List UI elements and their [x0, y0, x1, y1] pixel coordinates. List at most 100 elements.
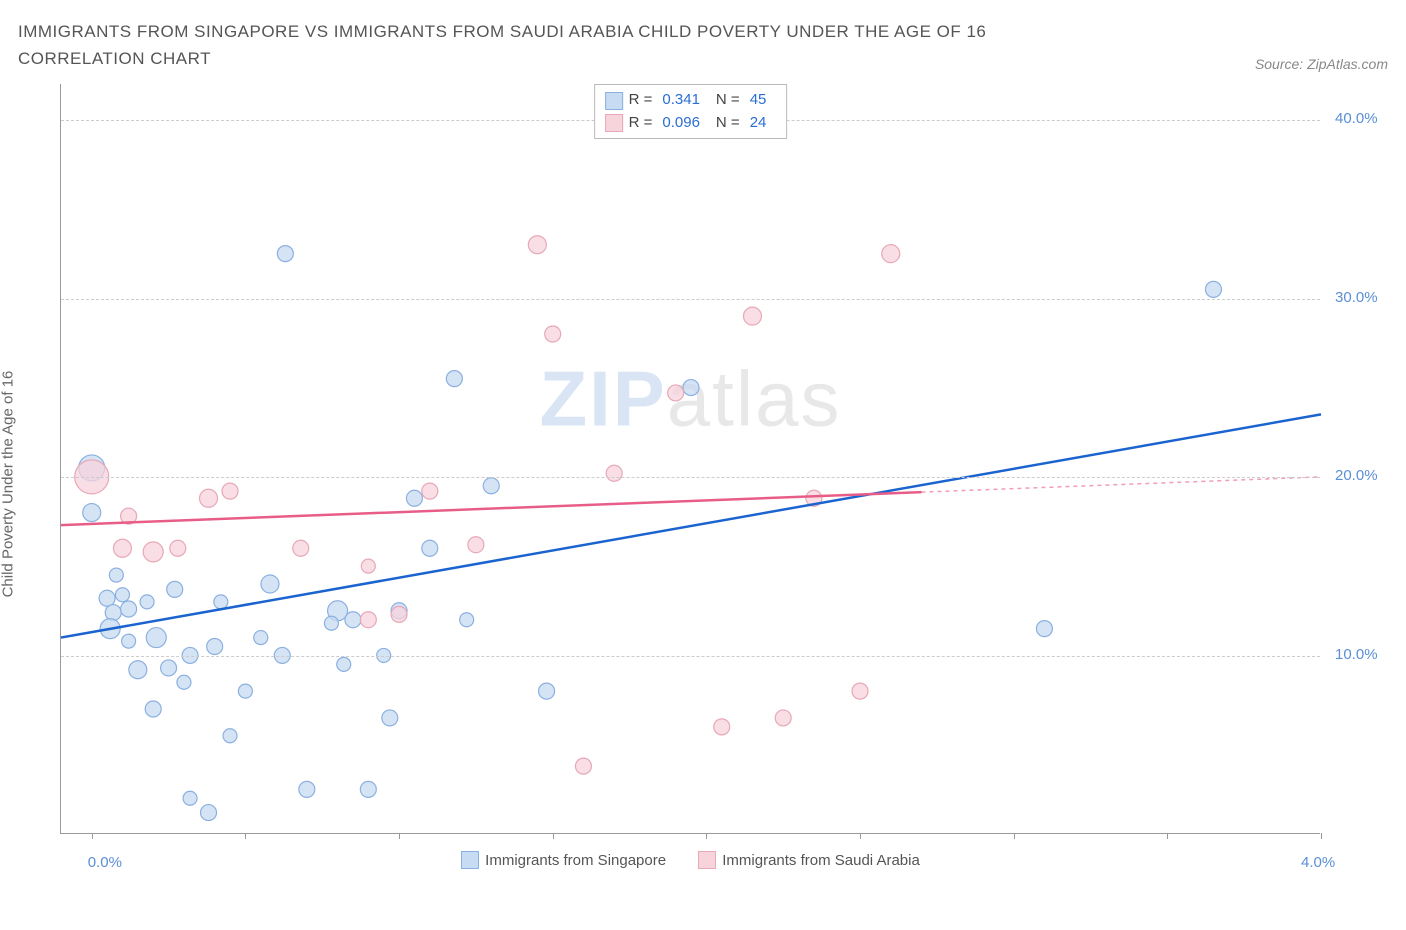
data-point [1036, 621, 1052, 637]
legend-row-saudi: R = 0.096 N = 24 [605, 112, 777, 135]
data-point [143, 542, 163, 562]
data-point [277, 246, 293, 262]
swatch-icon [698, 851, 716, 869]
swatch-icon [605, 92, 623, 110]
data-point [683, 380, 699, 396]
y-tick-label: 20.0% [1335, 467, 1378, 484]
data-point [324, 617, 338, 631]
data-point [115, 588, 129, 602]
legend-n-label: N = [716, 112, 740, 135]
data-point [360, 612, 376, 628]
data-point [775, 710, 791, 726]
data-point [852, 684, 868, 700]
data-point [261, 575, 279, 593]
legend-row-singapore: R = 0.341 N = 45 [605, 89, 777, 112]
data-point [293, 541, 309, 557]
x-tick [860, 833, 861, 839]
data-point [214, 595, 228, 609]
x-tick [553, 833, 554, 839]
data-point [161, 660, 177, 676]
data-point [222, 484, 238, 500]
gridline [61, 656, 1320, 657]
gridline [61, 477, 1320, 478]
data-point [714, 719, 730, 735]
data-point [145, 701, 161, 717]
data-point [360, 782, 376, 798]
swatch-icon [461, 851, 479, 869]
legend-series: Immigrants from Singapore Immigrants fro… [61, 851, 1320, 873]
data-point [337, 658, 351, 672]
data-point [882, 245, 900, 263]
trend-line-dashed [921, 477, 1321, 492]
plot-area: R = 0.341 N = 45 R = 0.096 N = 24 ZIPatl… [60, 84, 1320, 834]
series-name: Immigrants from Saudi Arabia [722, 852, 920, 869]
data-point [122, 635, 136, 649]
data-point [483, 478, 499, 494]
data-point [743, 308, 761, 326]
data-point [539, 684, 555, 700]
y-axis-label: Child Poverty Under the Age of 16 [0, 371, 17, 598]
series-name: Immigrants from Singapore [485, 852, 666, 869]
gridline [61, 299, 1320, 300]
data-point [361, 560, 375, 574]
data-point [109, 568, 123, 582]
data-point [207, 639, 223, 655]
data-point [140, 595, 154, 609]
x-tick [1321, 833, 1322, 839]
data-point [167, 582, 183, 598]
data-point [606, 466, 622, 482]
legend-r-value: 0.096 [662, 112, 700, 135]
data-point [668, 385, 684, 401]
data-point [170, 541, 186, 557]
data-point [223, 729, 237, 743]
data-point [113, 540, 131, 558]
legend-item-saudi: Immigrants from Saudi Arabia [698, 851, 920, 869]
legend-n-value: 24 [750, 112, 767, 135]
x-tick [399, 833, 400, 839]
data-point [1205, 282, 1221, 298]
data-point [422, 541, 438, 557]
data-point [177, 676, 191, 690]
data-point [345, 612, 361, 628]
legend-n-label: N = [716, 89, 740, 112]
data-point [528, 236, 546, 254]
data-point [299, 782, 315, 798]
legend-n-value: 45 [750, 89, 767, 112]
x-tick [1014, 833, 1015, 839]
data-point [391, 607, 407, 623]
data-point [575, 759, 591, 775]
x-tick [92, 833, 93, 839]
data-point [83, 504, 101, 522]
data-point [121, 601, 137, 617]
data-point [406, 491, 422, 507]
data-point [382, 710, 398, 726]
data-point [238, 685, 252, 699]
y-tick-label: 30.0% [1335, 289, 1378, 306]
y-tick-label: 10.0% [1335, 646, 1378, 663]
data-point [460, 613, 474, 627]
data-point [254, 631, 268, 645]
legend-r-label: R = [629, 112, 653, 135]
data-point [422, 484, 438, 500]
data-point [545, 326, 561, 342]
chart-title: IMMIGRANTS FROM SINGAPORE VS IMMIGRANTS … [18, 18, 1118, 72]
legend-r-value: 0.341 [662, 89, 700, 112]
y-tick-label: 40.0% [1335, 110, 1378, 127]
data-point [183, 792, 197, 806]
data-point [201, 805, 217, 821]
x-tick [706, 833, 707, 839]
data-point [446, 371, 462, 387]
data-point [146, 628, 166, 648]
legend-item-singapore: Immigrants from Singapore [461, 851, 666, 869]
data-point [200, 490, 218, 508]
x-tick-label-right: 4.0% [1301, 854, 1335, 871]
swatch-icon [605, 114, 623, 132]
data-point [105, 605, 121, 621]
source-label: Source: ZipAtlas.com [1255, 56, 1388, 72]
x-tick-label-left: 0.0% [88, 854, 122, 871]
legend-r-label: R = [629, 89, 653, 112]
data-point [99, 591, 115, 607]
data-point [129, 661, 147, 679]
x-tick [1167, 833, 1168, 839]
legend-stats: R = 0.341 N = 45 R = 0.096 N = 24 [594, 84, 788, 139]
